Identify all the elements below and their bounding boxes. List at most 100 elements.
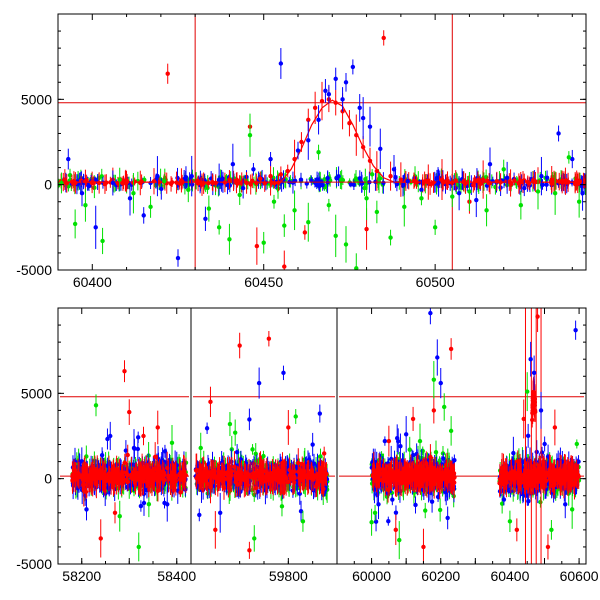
cluster-point bbox=[105, 436, 110, 442]
data-point bbox=[367, 124, 373, 129]
cluster-point bbox=[261, 453, 266, 459]
cluster-point bbox=[227, 472, 232, 478]
data-point bbox=[216, 177, 222, 182]
cluster-point bbox=[369, 520, 374, 525]
cluster-point bbox=[287, 467, 292, 473]
x-tick-label: 60450 bbox=[244, 274, 283, 290]
cluster-point bbox=[97, 471, 103, 477]
data-point bbox=[316, 150, 321, 155]
data-point bbox=[306, 138, 311, 143]
data-point bbox=[580, 191, 585, 196]
cluster-point bbox=[120, 470, 126, 475]
cluster-point bbox=[275, 478, 281, 483]
cluster-point bbox=[112, 473, 117, 478]
cluster-point bbox=[420, 448, 425, 454]
data-point bbox=[66, 156, 71, 162]
data-point bbox=[504, 175, 510, 181]
data-point bbox=[302, 230, 308, 235]
data-point bbox=[388, 173, 393, 179]
cluster-point bbox=[321, 451, 327, 456]
cluster-point bbox=[82, 466, 88, 471]
data-point bbox=[62, 177, 68, 182]
cluster-point bbox=[232, 430, 238, 435]
data-point bbox=[450, 194, 455, 199]
data-point bbox=[391, 167, 397, 172]
data-point bbox=[340, 97, 345, 102]
data-point bbox=[480, 177, 486, 182]
data-point bbox=[59, 180, 64, 186]
cluster-point bbox=[101, 474, 106, 480]
data-point bbox=[374, 168, 380, 174]
data-point bbox=[323, 88, 328, 94]
data-point bbox=[278, 61, 284, 66]
cluster-point bbox=[273, 485, 278, 491]
data-point bbox=[83, 179, 88, 184]
background-point bbox=[325, 175, 330, 181]
data-point bbox=[189, 173, 194, 179]
data-point bbox=[96, 180, 102, 186]
data-point bbox=[165, 71, 170, 76]
background-point bbox=[381, 180, 386, 186]
cluster-point bbox=[123, 448, 129, 453]
cluster-point bbox=[177, 473, 182, 478]
data-point bbox=[508, 180, 513, 186]
cluster-point bbox=[144, 476, 150, 481]
cluster-point bbox=[320, 475, 325, 480]
cluster-point bbox=[282, 475, 287, 480]
cluster-point bbox=[317, 411, 323, 416]
background-point bbox=[544, 175, 550, 180]
data-point bbox=[402, 204, 407, 210]
data-point bbox=[326, 202, 332, 208]
data-point bbox=[216, 225, 222, 230]
cluster-point bbox=[155, 488, 161, 493]
cluster-point bbox=[84, 478, 89, 483]
cluster-point bbox=[279, 504, 285, 509]
cluster-point bbox=[423, 508, 428, 513]
data-point bbox=[333, 233, 338, 239]
data-point bbox=[381, 35, 386, 41]
cluster-point bbox=[116, 477, 121, 483]
cluster-point bbox=[258, 465, 263, 470]
background-point bbox=[309, 178, 314, 183]
cluster-point bbox=[245, 482, 251, 488]
cluster-point bbox=[197, 512, 202, 518]
cluster-point bbox=[161, 473, 167, 479]
cluster-point bbox=[298, 475, 303, 480]
data-point bbox=[306, 117, 311, 123]
data-point bbox=[343, 80, 349, 85]
cluster-point bbox=[122, 460, 128, 465]
cluster-point bbox=[89, 476, 94, 481]
background-point bbox=[336, 174, 341, 179]
data-point bbox=[501, 167, 506, 172]
data-point bbox=[556, 131, 561, 136]
cluster-point bbox=[247, 417, 252, 422]
background-point bbox=[314, 182, 319, 188]
data-point bbox=[100, 238, 105, 244]
background-point bbox=[369, 172, 375, 177]
background-point bbox=[248, 182, 253, 187]
cluster-point bbox=[141, 474, 146, 479]
cluster-point bbox=[156, 470, 161, 475]
cluster-point bbox=[433, 449, 439, 455]
data-point bbox=[374, 209, 380, 215]
data-point bbox=[237, 192, 242, 198]
data-point bbox=[522, 185, 527, 191]
cluster-point bbox=[162, 477, 167, 483]
y-tick-label: 5000 bbox=[21, 91, 52, 107]
cluster-point bbox=[293, 414, 298, 419]
cluster-point bbox=[171, 469, 177, 475]
cluster-point bbox=[197, 472, 203, 477]
data-point bbox=[350, 64, 356, 70]
data-point bbox=[117, 177, 122, 182]
data-point bbox=[227, 177, 232, 182]
cluster-point bbox=[253, 474, 259, 479]
cluster-point bbox=[292, 480, 297, 485]
cluster-point bbox=[263, 479, 269, 484]
data-point bbox=[186, 187, 191, 192]
cluster-point bbox=[302, 473, 307, 479]
background-point bbox=[159, 186, 164, 192]
data-point bbox=[295, 148, 301, 153]
data-point bbox=[72, 221, 78, 227]
data-point bbox=[494, 179, 500, 184]
data-point bbox=[467, 189, 472, 194]
